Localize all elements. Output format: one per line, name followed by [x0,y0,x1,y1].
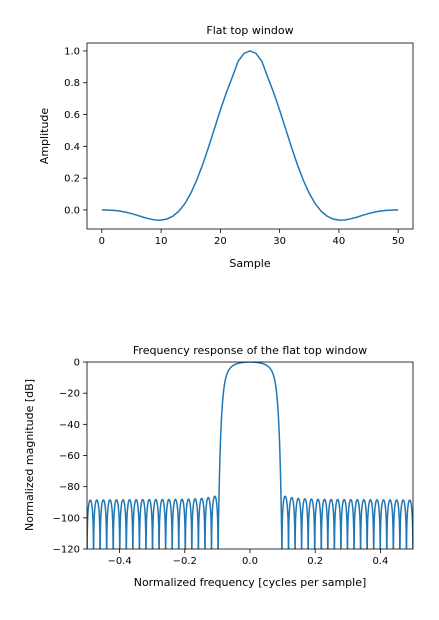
frequency-plot: Frequency response of the flat top windo… [23,344,414,589]
window-curve [101,50,399,221]
amplitude-ytick-label: 1.0 [64,46,80,57]
frequency-plot-xlabel: Normalized frequency [cycles per sample] [134,576,367,589]
frequency-ytick-label: −120 [53,545,80,556]
frequency-xtick-label: 0.0 [242,556,258,567]
amplitude-xtick-label: 30 [273,236,286,247]
amplitude-plot-xlabel: Sample [229,257,270,270]
frequency-ytick-label: −20 [59,389,80,400]
amplitude-xtick-label: 0 [99,236,105,247]
frequency-xtick-label: 0.2 [307,556,323,567]
frequency-ytick-label: 0 [74,358,80,369]
frequency-xtick-label: −0.2 [173,556,197,567]
amplitude-xtick-label: 20 [214,236,227,247]
frequency-plot-series [87,362,413,549]
frequency-ytick-label: −40 [59,420,80,431]
frequency-plot-title: Frequency response of the flat top windo… [133,344,367,357]
amplitude-plot-series [101,50,399,221]
amplitude-xtick-label: 40 [333,236,346,247]
amplitude-xtick-label: 50 [392,236,405,247]
frequency-ytick-label: −80 [59,482,80,493]
amplitude-plot-frame [86,42,414,230]
frequency-plot-ticks: −0.4 −0.2 0.0 0.2 0.4 0 −20 −40 −60 −80 −100 −120 [53,358,389,568]
frequency-xtick-label: 0.4 [372,556,388,567]
frequency-ytick-label: −60 [59,451,80,462]
amplitude-xtick-label: 10 [155,236,168,247]
amplitude-ytick-label: 0.8 [64,78,80,89]
frequency-ytick-label: −100 [53,513,80,524]
amplitude-plot-ticks: 0 10 20 30 40 50 0.0 0.2 0.4 0.6 0.8 1.0 [64,46,404,247]
amplitude-ytick-label: 0.2 [64,174,80,185]
amplitude-ytick-label: 0.6 [64,110,80,121]
amplitude-plot-title: Flat top window [206,24,293,37]
amplitude-ytick-label: 0.0 [64,205,80,216]
amplitude-plot-ylabel: Amplitude [38,108,51,165]
frequency-xtick-label: −0.4 [107,556,131,567]
frequency-plot-frame [86,361,414,550]
amplitude-plot: Flat top window Amplitude Sample 0 10 20 30… [38,24,414,270]
frequency-plot-ylabel: Normalized magnitude [dB] [23,379,36,531]
frequency-response-curve [87,362,413,549]
amplitude-ytick-label: 0.4 [64,142,80,153]
